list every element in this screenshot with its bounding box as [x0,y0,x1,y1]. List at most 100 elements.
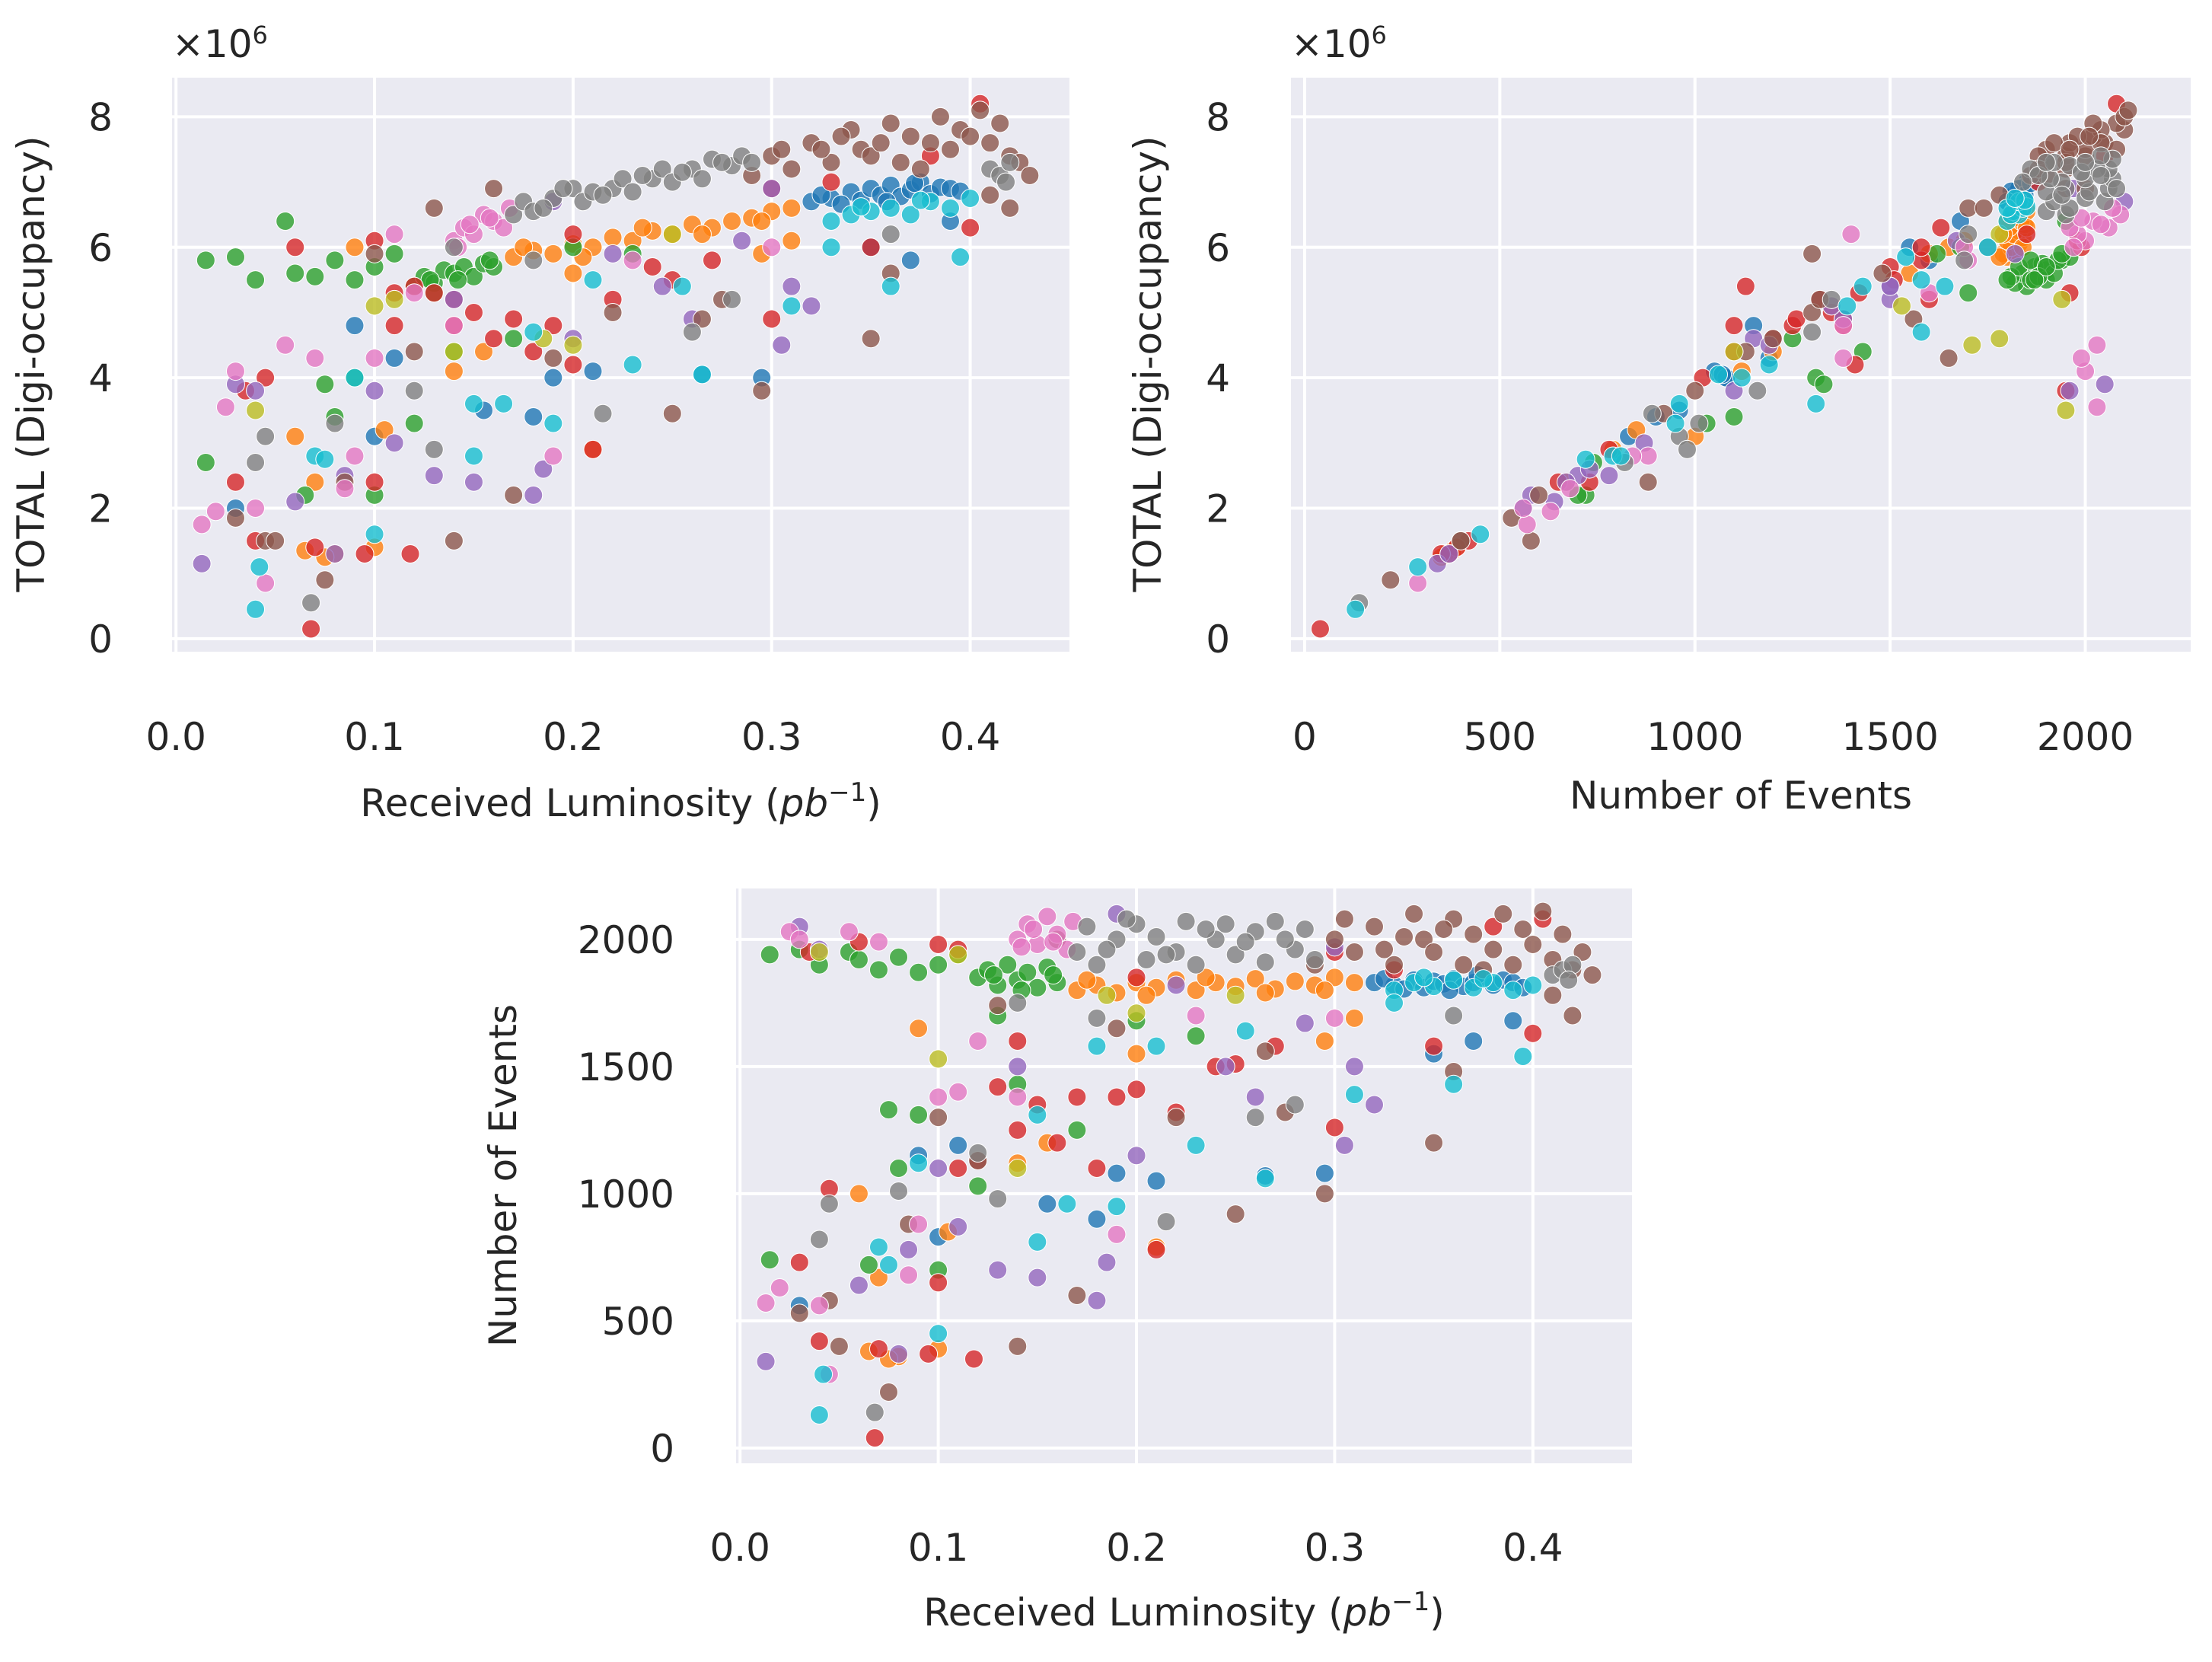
x-tick-label: 2000 [2037,715,2134,759]
data-point [1315,1031,1334,1051]
data-point [1573,943,1592,962]
data-point [464,302,483,322]
y-multiplier-base: ×10 [1291,22,1372,66]
y-tick-label: 500 [602,1300,674,1344]
data-point [752,381,772,400]
data-point [869,1339,888,1359]
x-tick-label: 0.4 [1503,1526,1563,1570]
data-point [1892,296,1912,316]
data-point [1503,981,1523,1000]
x-axis-label-close: ) [866,781,881,825]
data-point [464,472,483,492]
data-point [1186,981,1206,1000]
data-point [891,152,910,172]
data-point [984,965,1004,985]
data-point [1012,937,1031,957]
data-point [851,197,871,217]
data-point [246,599,266,619]
data-point [1255,1042,1275,1061]
data-point [1077,970,1097,990]
data-point [305,348,325,368]
data-point [789,1303,809,1323]
y-tick-label: 0 [88,617,113,662]
y-tick-label: 2 [1206,487,1230,531]
data-point [464,446,483,466]
data-point [990,113,1010,133]
data-point [869,932,888,952]
data-point [424,466,444,486]
data-point [1375,939,1394,959]
data-point [1305,950,1324,970]
data-point [1324,930,1344,949]
data-point [325,413,345,433]
data-point [404,283,424,303]
data-point [899,1265,919,1285]
data-point [762,309,782,329]
data-point [1087,1158,1107,1178]
data-point [424,198,444,218]
data-point [964,1349,983,1369]
data-point [1255,952,1275,972]
data-point [1997,270,2017,290]
data-point [1408,557,1428,577]
data-point [345,238,365,257]
data-point [524,485,543,505]
y-tick-label: 6 [88,226,113,270]
data-point [1146,1239,1166,1259]
data-point [1560,479,1580,499]
data-point [2025,270,2045,290]
x-axis-label-exponent: −1 [1391,1587,1430,1617]
data-point [948,1135,968,1155]
data-point [494,218,514,238]
data-point [1028,1268,1047,1287]
data-point [1028,978,1047,997]
data-point [448,270,468,290]
y-multiplier-base: ×10 [172,22,253,66]
data-point [603,228,623,247]
data-point [948,1082,968,1102]
data-point [909,1019,929,1038]
data-point [246,381,266,400]
data-point [543,348,563,368]
data-point [1503,1011,1523,1031]
x-tick-label: 0.2 [1106,1526,1167,1570]
data-point [1226,1204,1245,1224]
data-point [1454,955,1474,975]
data-point [980,133,1000,153]
data-point [1008,993,1028,1013]
x-tick-label: 0.3 [1305,1526,1366,1570]
x-tick-label: 0.4 [940,715,1001,759]
data-point [879,1100,899,1120]
data-point [1444,1074,1464,1094]
data-point [1424,1133,1444,1153]
data-point [889,947,909,967]
data-point [1136,985,1156,1005]
x-axis-label: Number of Events [1570,774,1912,818]
data-point [910,190,930,210]
data-point [1493,904,1513,924]
data-point [1087,1036,1107,1056]
data-point [1245,1108,1265,1128]
data-point [889,1158,909,1178]
data-point [2052,185,2072,205]
data-point [948,945,968,965]
data-point [1444,970,1464,990]
data-point [543,368,563,388]
data-point [583,362,603,381]
data-point [494,394,514,413]
data-point [504,485,524,505]
data-point [1295,1013,1315,1033]
data-point [305,266,325,286]
data-point [1087,1008,1107,1028]
data-point [553,179,573,199]
data-point [1127,1044,1146,1064]
data-point [1394,927,1414,946]
data-point [1127,1146,1146,1166]
data-point [400,544,420,563]
data-point [623,182,642,202]
y-axis-label: TOTAL (Digi-occupancy) [9,136,53,593]
data-point [192,515,212,534]
data-point [819,1194,839,1214]
data-point [662,225,682,244]
data-point [196,453,215,473]
